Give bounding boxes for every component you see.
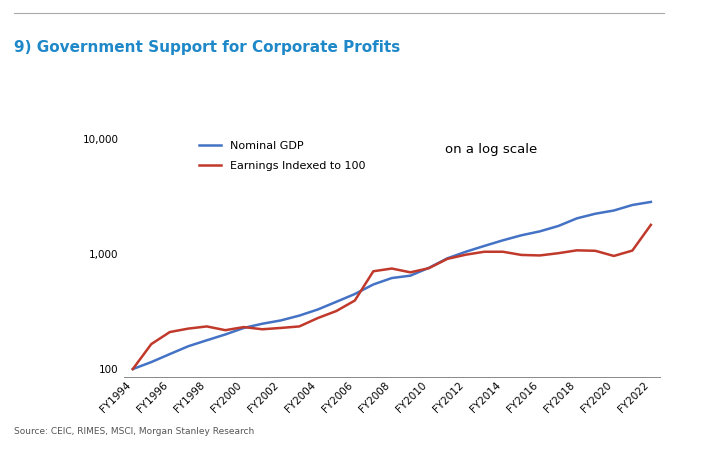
Nominal GDP [536,229,544,234]
Nominal GDP [573,216,581,221]
Earnings Indexed to 100 [147,341,155,347]
Nominal GDP [443,255,452,261]
Nominal GDP [388,275,396,281]
Earnings Indexed to 100 [388,266,396,271]
Earnings Indexed to 100 [462,252,470,257]
Nominal GDP [517,233,525,238]
Nominal GDP [258,321,267,326]
Nominal GDP [406,273,414,278]
Text: on a log scale: on a log scale [445,143,538,155]
Earnings Indexed to 100 [258,326,267,332]
Earnings Indexed to 100 [239,324,248,330]
Nominal GDP [184,343,193,349]
Earnings Indexed to 100 [628,248,637,253]
Nominal GDP [332,299,340,304]
Nominal GDP [128,366,137,372]
Earnings Indexed to 100 [221,327,229,333]
Nominal GDP [147,359,155,365]
Earnings Indexed to 100 [609,253,618,259]
Nominal GDP [591,211,599,216]
Nominal GDP [351,291,359,297]
Nominal GDP [166,352,174,357]
Nominal GDP [239,325,248,330]
Nominal GDP [647,199,655,205]
Earnings Indexed to 100 [480,249,489,255]
Earnings Indexed to 100 [332,308,340,314]
Nominal GDP [462,249,470,255]
Earnings Indexed to 100 [536,253,544,258]
Earnings Indexed to 100 [369,269,378,274]
Nominal GDP [480,243,489,249]
Earnings Indexed to 100 [166,330,174,335]
Earnings Indexed to 100 [498,249,507,255]
Earnings Indexed to 100 [128,366,137,372]
Earnings Indexed to 100 [313,315,322,321]
Nominal GDP [609,208,618,213]
Legend: Nominal GDP, Earnings Indexed to 100: Nominal GDP, Earnings Indexed to 100 [199,141,366,171]
Nominal GDP [277,318,285,323]
Nominal GDP [221,332,229,337]
Nominal GDP [295,313,304,318]
Nominal GDP [424,265,433,271]
Earnings Indexed to 100 [277,325,285,330]
Earnings Indexed to 100 [517,252,525,258]
Text: 9) Government Support for Corporate Profits: 9) Government Support for Corporate Prof… [14,40,400,55]
Nominal GDP [369,282,378,287]
Earnings Indexed to 100 [591,248,599,254]
Earnings Indexed to 100 [184,326,193,331]
Line: Nominal GDP: Nominal GDP [133,202,651,369]
Line: Earnings Indexed to 100: Earnings Indexed to 100 [133,225,651,369]
Earnings Indexed to 100 [573,248,581,253]
Nominal GDP [554,223,563,229]
Text: Source: CEIC, RIMES, MSCI, Morgan Stanley Research: Source: CEIC, RIMES, MSCI, Morgan Stanle… [14,427,254,436]
Earnings Indexed to 100 [203,324,211,329]
Earnings Indexed to 100 [424,265,433,271]
Nominal GDP [313,307,322,312]
Nominal GDP [203,338,211,343]
Earnings Indexed to 100 [295,324,304,329]
Earnings Indexed to 100 [647,222,655,228]
Nominal GDP [498,238,507,243]
Earnings Indexed to 100 [554,251,563,256]
Earnings Indexed to 100 [443,256,452,262]
Nominal GDP [628,202,637,208]
Earnings Indexed to 100 [406,270,414,275]
Earnings Indexed to 100 [351,298,359,303]
